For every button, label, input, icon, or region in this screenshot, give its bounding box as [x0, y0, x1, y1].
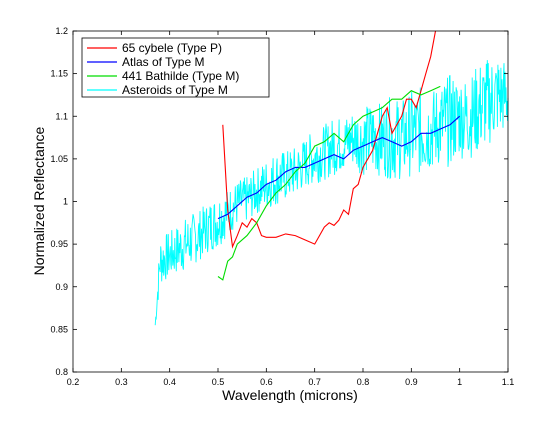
- x-tick-label: 0.7: [308, 377, 321, 387]
- series-atlas-of-type-m: [217, 115, 461, 220]
- x-tick-label: 0.2: [67, 377, 80, 387]
- series-65-cybele-type-p: [222, 30, 437, 249]
- series-asteroids-of-type-m: [154, 60, 509, 326]
- legend-label: Atlas of Type M: [122, 55, 204, 69]
- y-tick-label: 1: [63, 197, 68, 207]
- x-tick-label: 0.3: [115, 377, 128, 387]
- y-tick-label: 1.15: [50, 69, 68, 79]
- legend-label: 65 cybele (Type P): [122, 41, 222, 55]
- x-axis-ticks: 0.2 0.3 0.4 0.5 0.6 0.7 0.8 0.9 1 1.1: [67, 31, 515, 387]
- series-441-bathilde-type-m: [217, 85, 441, 281]
- x-tick-label: 0.5: [212, 377, 225, 387]
- x-tick-label: 0.9: [405, 377, 418, 387]
- x-tick-label: 1.1: [502, 377, 515, 387]
- y-tick-label: 0.8: [55, 367, 68, 377]
- y-tick-label: 0.85: [50, 324, 68, 334]
- y-tick-label: 1.1: [55, 111, 68, 121]
- x-tick-label: 1: [457, 377, 462, 387]
- series-layer: [154, 30, 509, 326]
- x-tick-label: 0.8: [357, 377, 370, 387]
- x-axis-title: Wavelength (microns): [222, 387, 358, 403]
- y-axis-title: Normalized Reflectance: [31, 126, 47, 275]
- legend-label: Asteroids of Type M: [122, 83, 228, 97]
- x-tick-label: 0.4: [163, 377, 176, 387]
- y-axis-ticks: 0.8 0.85 0.9 0.95 1 1.05 1.1 1.15 1.2: [50, 26, 508, 377]
- y-tick-label: 0.9: [55, 282, 68, 292]
- y-tick-label: 0.95: [50, 239, 68, 249]
- y-tick-label: 1.2: [55, 26, 68, 36]
- x-tick-label: 0.6: [260, 377, 273, 387]
- legend-label: 441 Bathilde (Type M): [122, 69, 239, 83]
- y-tick-label: 1.05: [50, 154, 68, 164]
